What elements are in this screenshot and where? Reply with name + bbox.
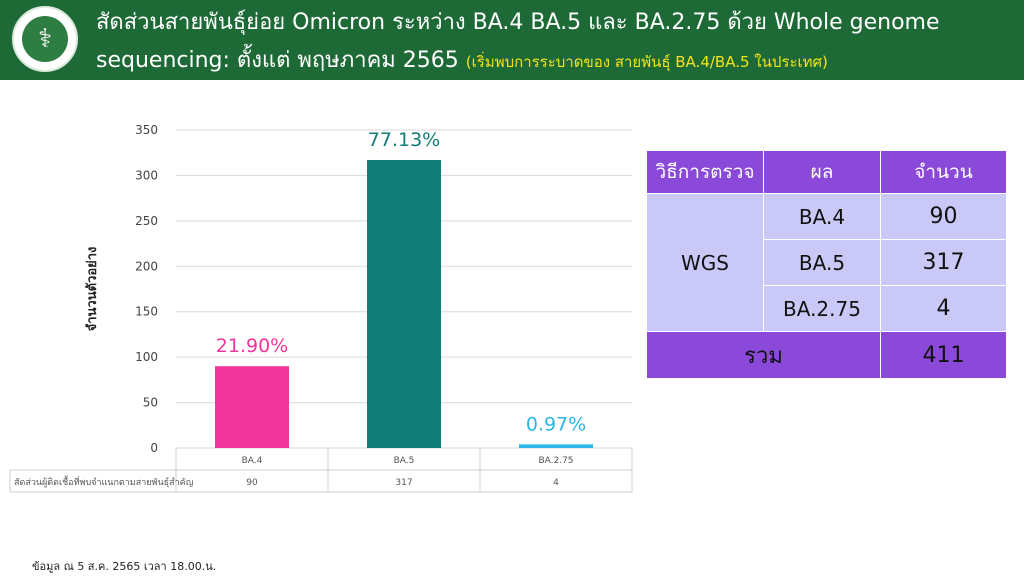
data-label: 21.90%: [216, 335, 288, 357]
x-tick-label: BA.4: [242, 456, 263, 466]
method-cell: WGS: [646, 193, 764, 332]
total-count: 411: [880, 331, 1007, 379]
x-tick-label: BA.2.75: [538, 456, 573, 466]
page-title-line1: สัดส่วนสายพันธุ์ย่อย Omicron ระหว่าง BA.…: [96, 10, 940, 35]
table-value: 4: [553, 478, 559, 488]
y-tick-label: 50: [143, 396, 158, 410]
result-cell: BA.5: [763, 239, 881, 286]
total-row: รวม 411: [646, 331, 1007, 379]
table-value: 90: [246, 478, 258, 488]
result-cell: BA.2.75: [763, 285, 881, 332]
data-timestamp-note: ข้อมูล ณ 5 ส.ค. 2565 เวลา 18.00.น.: [32, 560, 217, 573]
x-tick-label: BA.5: [394, 456, 415, 466]
results-table-header: วิธีการตรวจ ผล จำนวน: [646, 150, 1007, 194]
y-tick-label: 300: [135, 168, 158, 182]
title-bar: ⚕ สัดส่วนสายพันธุ์ย่อย Omicron ระหว่าง B…: [0, 0, 1024, 80]
y-tick-label: 0: [150, 441, 158, 455]
data-label: 77.13%: [368, 129, 440, 151]
page-title-line2-text: sequencing: ตั้งแต่ พฤษภาคม 2565: [96, 48, 459, 73]
count-cell: 317: [880, 239, 1007, 286]
results-table: วิธีการตรวจ ผล จำนวน WGS BA.4 90 BA.5 31…: [646, 150, 1007, 379]
header-result: ผล: [763, 150, 881, 194]
table-row: BA.2.75 4: [647, 285, 1007, 332]
table-row-label: สัดส่วนผู้ติดเชื้อที่พบจำแนกตามสายพันธุ์…: [14, 475, 194, 488]
y-tick-label: 150: [135, 305, 158, 319]
bar-chart: 0 50 100 150 200 250 300 350 จำนวนตัวอย่าง 21.90%…: [9, 123, 633, 493]
result-cell: BA.4: [763, 193, 881, 240]
department-seal-icon: ⚕: [12, 6, 78, 72]
y-tick-label: 250: [135, 214, 158, 228]
caduceus-icon: ⚕: [37, 24, 53, 54]
bar: [367, 159, 441, 448]
table-value: 317: [395, 478, 412, 488]
count-cell: 90: [880, 193, 1007, 240]
page-title-line2: sequencing: ตั้งแต่ พฤษภาคม 2565 (เริ่มพ…: [96, 42, 828, 77]
y-axis-label: จำนวนตัวอย่าง: [84, 247, 100, 332]
header-count: จำนวน: [880, 150, 1007, 194]
y-tick-label: 100: [135, 350, 158, 364]
page-title-note: (เริ่มพบการระบาดของ สายพันธุ์ BA.4/BA.5 …: [465, 53, 828, 71]
data-label: 0.97%: [526, 413, 586, 435]
bar: [215, 366, 289, 448]
table-row: WGS BA.4 90: [646, 193, 1007, 332]
total-label: รวม: [646, 331, 881, 379]
y-tick-label: 200: [135, 259, 158, 273]
y-tick-label: 350: [135, 123, 158, 137]
count-cell: 4: [880, 285, 1007, 332]
bar: [519, 444, 593, 448]
table-row: BA.5 317: [647, 239, 1007, 286]
header-method: วิธีการตรวจ: [646, 150, 764, 194]
